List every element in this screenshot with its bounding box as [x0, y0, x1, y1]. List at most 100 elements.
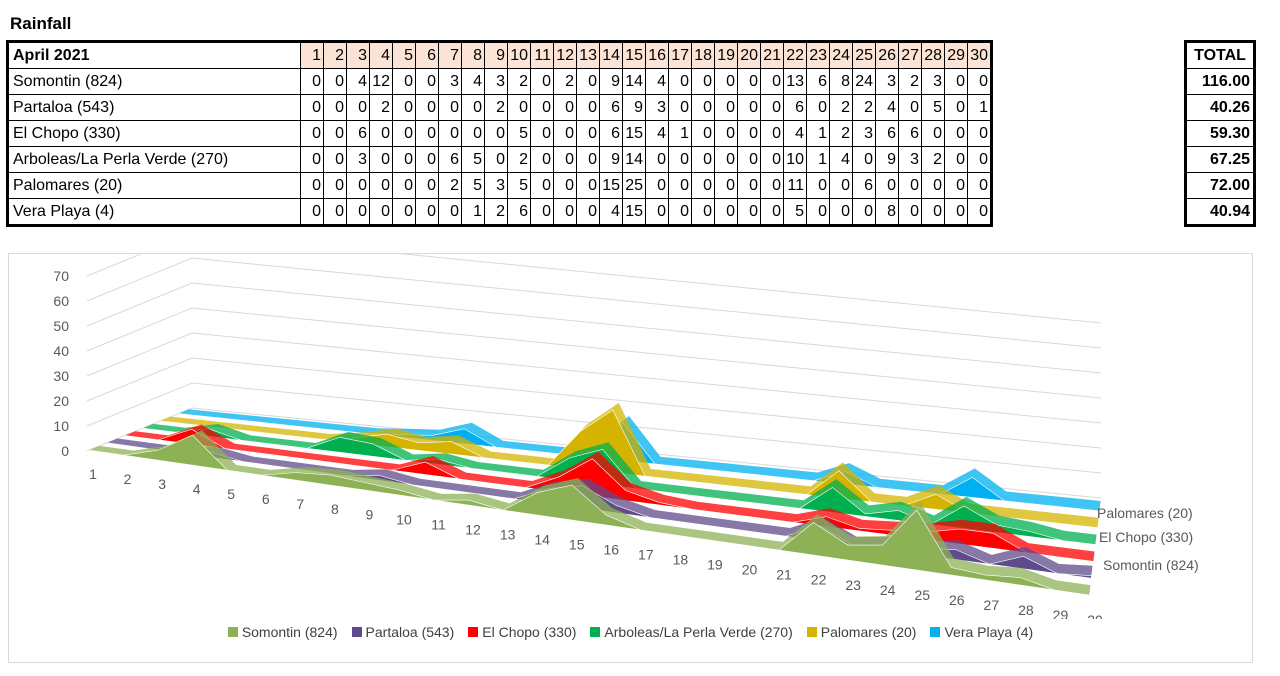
rain-cell: 9 — [599, 68, 623, 95]
rain-cell: 24 — [852, 68, 876, 95]
rain-cell: 0 — [921, 120, 945, 147]
rain-cell: 5 — [507, 172, 531, 199]
rain-cell: 0 — [714, 68, 738, 95]
rain-cell: 0 — [300, 68, 324, 95]
rain-cell: 1 — [967, 94, 993, 121]
legend-label: Partaloa (543) — [365, 624, 455, 640]
rain-cell: 0 — [369, 198, 393, 227]
rain-cell: 9 — [622, 94, 646, 121]
rain-cell: 4 — [645, 68, 669, 95]
rain-cell: 0 — [691, 146, 715, 173]
table-row: Partaloa (543) 0 0 0 2 0 0 0 0 2 0 0 0 0 6 9 3 0 0 0 0 0 6 0 2 2 4… — [6, 94, 993, 121]
rain-cell: 3 — [438, 68, 462, 95]
rain-cell: 2 — [852, 94, 876, 121]
y-tick-label: 10 — [53, 418, 69, 434]
rain-cell: 0 — [668, 68, 692, 95]
y-tick-label: 50 — [53, 318, 69, 334]
rain-cell: 0 — [415, 68, 439, 95]
rain-cell: 0 — [300, 146, 324, 173]
rain-cell: 0 — [553, 94, 577, 121]
rain-cell: 0 — [576, 198, 600, 227]
table-row: El Chopo (330) 0 0 6 0 0 0 0 0 0 5 0 0 0 6 15 4 1 0 0 0 0 4 1 2 3… — [6, 120, 993, 147]
day-header: 3 — [346, 40, 370, 69]
day-header: 7 — [438, 40, 462, 69]
day-header: 8 — [461, 40, 485, 69]
rain-cell: 2 — [438, 172, 462, 199]
rain-cell: 0 — [875, 172, 899, 199]
rain-cell: 0 — [944, 94, 968, 121]
x-tick-label: 8 — [331, 501, 339, 517]
rain-cell: 0 — [806, 94, 830, 121]
rain-cell: 0 — [714, 120, 738, 147]
day-header: 14 — [599, 40, 623, 69]
rain-cell: 5 — [507, 120, 531, 147]
rain-cell: 15 — [622, 198, 646, 227]
total-cell: 59.30 — [1184, 120, 1256, 147]
rain-cell: 14 — [622, 68, 646, 95]
rain-cell: 1 — [668, 120, 692, 147]
legend-label: Palomares (20) — [820, 624, 917, 640]
table-row: Vera Playa (4) 0 0 0 0 0 0 0 1 2 6 0 0 0 4 15 0 0 0 0 0 0 5 0 0 0… — [6, 198, 993, 227]
day-header: 20 — [737, 40, 761, 69]
rain-cell: 25 — [622, 172, 646, 199]
rain-cell: 0 — [576, 172, 600, 199]
rain-cell: 1 — [461, 198, 485, 227]
rain-cell: 0 — [553, 198, 577, 227]
legend-label: Somontin (824) — [241, 624, 338, 640]
y-tick-label: 30 — [53, 368, 69, 384]
rain-cell: 4 — [783, 120, 807, 147]
rain-cell: 0 — [346, 172, 370, 199]
rain-cell: 0 — [645, 172, 669, 199]
day-header: 25 — [852, 40, 876, 69]
rain-cell: 13 — [783, 68, 807, 95]
legend-item: Partaloa (543) — [351, 624, 455, 640]
y-tick-label: 0 — [61, 443, 69, 459]
rain-cell: 0 — [415, 198, 439, 227]
rain-cell: 2 — [507, 68, 531, 95]
day-header: 22 — [783, 40, 807, 69]
legend-label: Vera Playa (4) — [944, 624, 1034, 640]
rain-cell: 0 — [737, 94, 761, 121]
x-tick-label: 15 — [569, 536, 585, 552]
y-tick-label: 20 — [53, 393, 69, 409]
rain-cell: 0 — [668, 198, 692, 227]
rain-cell: 0 — [323, 94, 347, 121]
rain-cell: 5 — [461, 172, 485, 199]
day-header: 24 — [829, 40, 853, 69]
x-tick-label: 2 — [124, 471, 132, 487]
totals-table: TOTAL 116.00 40.26 59.30 67.25 72.00 40.94 — [1184, 40, 1256, 227]
x-tick-label: 27 — [984, 597, 1000, 613]
legend-swatch — [590, 627, 601, 637]
rain-cell: 0 — [737, 68, 761, 95]
rain-cell: 0 — [921, 198, 945, 227]
legend-label: Arboleas/La Perla Verde (270) — [604, 624, 793, 640]
legend-swatch — [930, 627, 941, 637]
rain-cell: 0 — [737, 198, 761, 227]
rain-cell: 0 — [576, 120, 600, 147]
rain-cell: 10 — [783, 146, 807, 173]
rain-cell: 2 — [507, 146, 531, 173]
day-header: 23 — [806, 40, 830, 69]
rain-cell: 9 — [875, 146, 899, 173]
rain-cell: 0 — [691, 94, 715, 121]
rain-cell: 0 — [553, 120, 577, 147]
rain-cell: 0 — [553, 172, 577, 199]
total-header: TOTAL — [1184, 40, 1256, 69]
x-tick-label: 26 — [949, 592, 965, 608]
day-header: 1 — [300, 40, 324, 69]
rain-cell: 0 — [530, 198, 554, 227]
table-row: Somontin (824) 0 0 4 12 0 0 3 4 3 2 0 2 0 9 14 4 0 0 0 0 0 13 6… — [6, 68, 993, 95]
station-name: Palomares (20) — [6, 172, 301, 199]
depth-axis-label: Somontin (824) — [1103, 557, 1199, 573]
series-top-band — [160, 402, 1099, 528]
rain-cell: 0 — [323, 172, 347, 199]
rain-cell: 2 — [484, 94, 508, 121]
rain-cell: 0 — [323, 146, 347, 173]
rain-cell: 0 — [737, 120, 761, 147]
rain-cell: 3 — [346, 146, 370, 173]
x-tick-label: 28 — [1018, 602, 1034, 618]
total-cell: 72.00 — [1184, 172, 1256, 199]
x-tick-label: 13 — [500, 526, 516, 542]
rain-cell: 0 — [392, 94, 416, 121]
rain-cell: 5 — [921, 94, 945, 121]
